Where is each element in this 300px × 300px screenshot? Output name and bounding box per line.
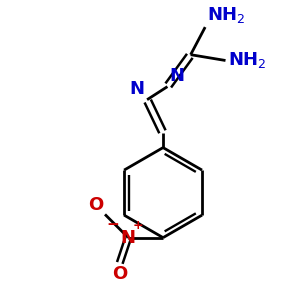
Text: N: N xyxy=(130,80,145,98)
Text: NH$_2$: NH$_2$ xyxy=(207,5,245,25)
Text: O: O xyxy=(88,196,103,214)
Text: −: − xyxy=(106,217,119,232)
Text: NH$_2$: NH$_2$ xyxy=(228,50,266,70)
Text: N: N xyxy=(169,67,184,85)
Text: +: + xyxy=(133,219,143,232)
Text: O: O xyxy=(112,265,128,283)
Text: N: N xyxy=(121,229,136,247)
